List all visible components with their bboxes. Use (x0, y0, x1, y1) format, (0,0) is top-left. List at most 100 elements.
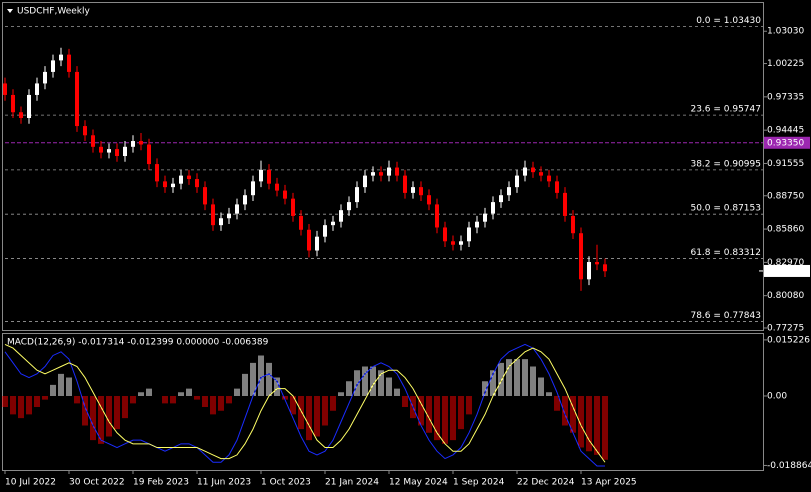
y-tick-label: 1.03030 (767, 27, 804, 37)
candle-body (123, 146, 127, 157)
candle-body (427, 195, 431, 205)
y-tick-label: -0.018864 (767, 461, 811, 471)
candle-body (267, 169, 271, 184)
candle-body (587, 262, 591, 280)
candle-body (523, 167, 527, 176)
candle-body (227, 213, 231, 219)
x-tick-label: 21 Jan 2024 (325, 478, 379, 488)
candle-body (35, 83, 39, 95)
candle-body (475, 221, 479, 228)
fib-level-label: 50.0 = 0.87153 (690, 204, 761, 214)
y-tick-label: 0.77275 (767, 323, 804, 333)
candle-body (443, 227, 447, 242)
x-tick-label: 13 Apr 2025 (581, 478, 637, 488)
candle-body (355, 187, 359, 203)
candle-body (507, 187, 511, 196)
candle-body (483, 213, 487, 222)
candle-body (347, 202, 351, 211)
candle-body (27, 94, 31, 118)
candle-body (259, 169, 263, 182)
y-tick-label: 0.88750 (767, 191, 804, 201)
candle-body (75, 71, 79, 127)
y-tick-label: 0.85860 (767, 225, 804, 235)
current-price-label: 0.82225 (767, 266, 804, 276)
candle-body (379, 172, 383, 176)
candle-body (19, 112, 23, 118)
candle-body (147, 144, 151, 165)
candle-body (179, 175, 183, 184)
candle-body (3, 83, 7, 95)
candle-body (107, 149, 111, 153)
candle-body (291, 198, 295, 216)
candle-body (563, 192, 567, 216)
candle-body (219, 218, 223, 226)
candle-body (331, 221, 335, 226)
candle-body (139, 141, 143, 145)
candle-body (11, 94, 15, 113)
candle-body (211, 204, 215, 226)
candle-body (403, 175, 407, 193)
y-tick-label: 0.015226 (767, 335, 810, 345)
candle-body (539, 172, 543, 176)
current-price-box (764, 264, 810, 277)
candle-body (307, 229, 311, 251)
candle-body (571, 215, 575, 234)
x-tick-label: 1 Oct 2023 (261, 478, 311, 488)
candle-body (59, 54, 63, 61)
menu-arrow[interactable] (7, 9, 13, 13)
candle-body (43, 71, 47, 84)
y-tick-label: 0.82970 (767, 258, 804, 268)
x-tick-label: 1 Sep 2024 (453, 478, 505, 488)
fib-level-label: 38.2 = 0.90995 (690, 159, 761, 169)
candle-body (323, 225, 327, 237)
candle-body (387, 167, 391, 176)
fib-level-label: 61.8 = 0.83312 (690, 248, 761, 258)
candle-body (395, 167, 399, 176)
candle-body (595, 262, 599, 265)
y-tick-label: 0.97335 (767, 92, 804, 102)
candle-body (491, 202, 495, 214)
candle-body (299, 215, 303, 230)
candle-body (371, 172, 375, 176)
candle-body (467, 227, 471, 242)
candle-body (339, 210, 343, 222)
x-tick-label: 11 Jun 2023 (197, 478, 251, 488)
candle-body (515, 175, 519, 188)
y-tick-label: 0.00 (767, 391, 787, 401)
candle-body (435, 204, 439, 228)
chart-title: USDCHF,Weekly (17, 7, 90, 17)
x-tick-label: 12 May 2024 (389, 478, 448, 488)
fib-level-label: 0.0 = 1.03430 (696, 16, 761, 26)
price-line-box (764, 136, 810, 149)
macd-line (4, 343, 606, 463)
candle-body (283, 190, 287, 199)
y-tick-label: 0.94445 (767, 126, 804, 136)
candle-body (363, 175, 367, 188)
candle-body (499, 195, 503, 203)
candle-body (195, 179, 199, 188)
candle-body (603, 264, 607, 272)
macd-title: MACD(12,26,9) -0.017314 -0.012399 0.0000… (7, 338, 269, 348)
candle-body (531, 167, 535, 173)
candle-body (171, 183, 175, 188)
macd-line (4, 343, 605, 467)
candle-body (275, 183, 279, 191)
candle-body (243, 195, 247, 205)
main-panel-border (2, 2, 764, 331)
candle-body (155, 164, 159, 182)
candle-body (91, 135, 95, 147)
candle-body (555, 181, 559, 193)
x-tick-label: 10 Jul 2022 (5, 478, 56, 488)
candle-body (251, 181, 255, 196)
candle-body (131, 141, 135, 147)
y-tick-label: 1.00225 (767, 59, 804, 69)
candle-body (419, 187, 423, 196)
price-line-label: 0.93350 (767, 138, 804, 148)
y-tick-label: 0.91555 (767, 159, 804, 169)
candle-body (187, 175, 191, 180)
candle-body (203, 187, 207, 205)
candle-body (99, 146, 103, 153)
candle-body (459, 241, 463, 245)
